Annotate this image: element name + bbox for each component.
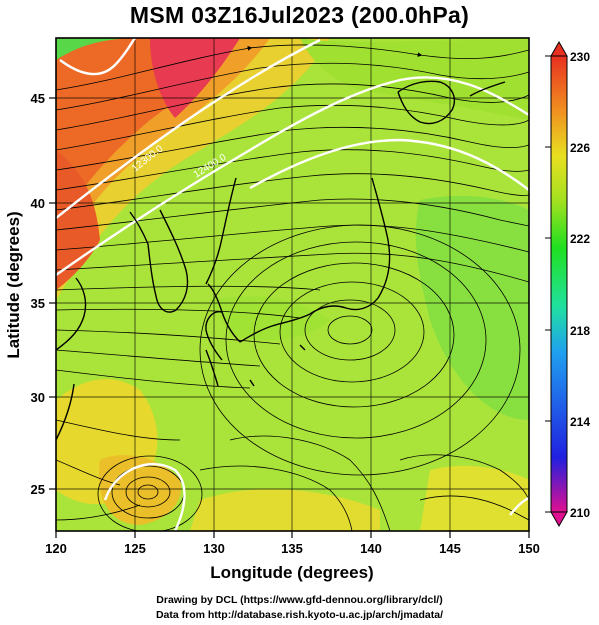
colorbar-tick-label: 214 [570,415,590,429]
x-tick-label: 130 [203,541,225,556]
colorbar-top-arrow [550,40,568,57]
x-tick-label: 135 [281,541,303,556]
tick-marks [49,97,530,538]
credit-drawing: Drawing by DCL (https://www.gfd-dennou.o… [156,594,443,606]
x-tick-labels: 120 125 130 135 140 145 150 [45,541,540,556]
colorbar-gradient [550,55,568,513]
x-tick-label: 150 [518,541,540,556]
wind-streamlines [56,44,529,531]
y-tick-labels: 25 30 35 40 45 [31,91,45,497]
map-title: MSM 03Z16Jul2023 (200.0hPa) [129,2,470,28]
colorbar-bottom-arrow [550,511,568,528]
y-tick-label: 25 [31,482,45,497]
credit-data: Data from http://database.rish.kyoto-u.a… [155,609,444,621]
x-tick-label: 140 [360,541,382,556]
colorbar: 230 226 222 218 214 210 [545,40,590,528]
x-tick-label: 120 [45,541,67,556]
x-tick-label: 145 [439,541,461,556]
height-contours [56,38,529,531]
y-tick-label: 30 [31,390,45,405]
colorbar-tick-label: 210 [570,506,590,520]
y-tick-label: 35 [31,296,45,311]
coastlines [56,80,506,441]
colorbar-tick-label: 230 [570,50,590,64]
y-tick-label: 45 [31,91,45,106]
y-axis-title: Latitude (degrees) [4,211,23,358]
colorbar-tick-label: 222 [570,232,590,246]
colorbar-tick-label: 218 [570,324,590,338]
y-tick-label: 40 [31,196,45,211]
x-axis-title: Longitude (degrees) [210,563,373,582]
x-tick-label: 125 [124,541,146,556]
colorbar-tick-label: 226 [570,141,590,155]
